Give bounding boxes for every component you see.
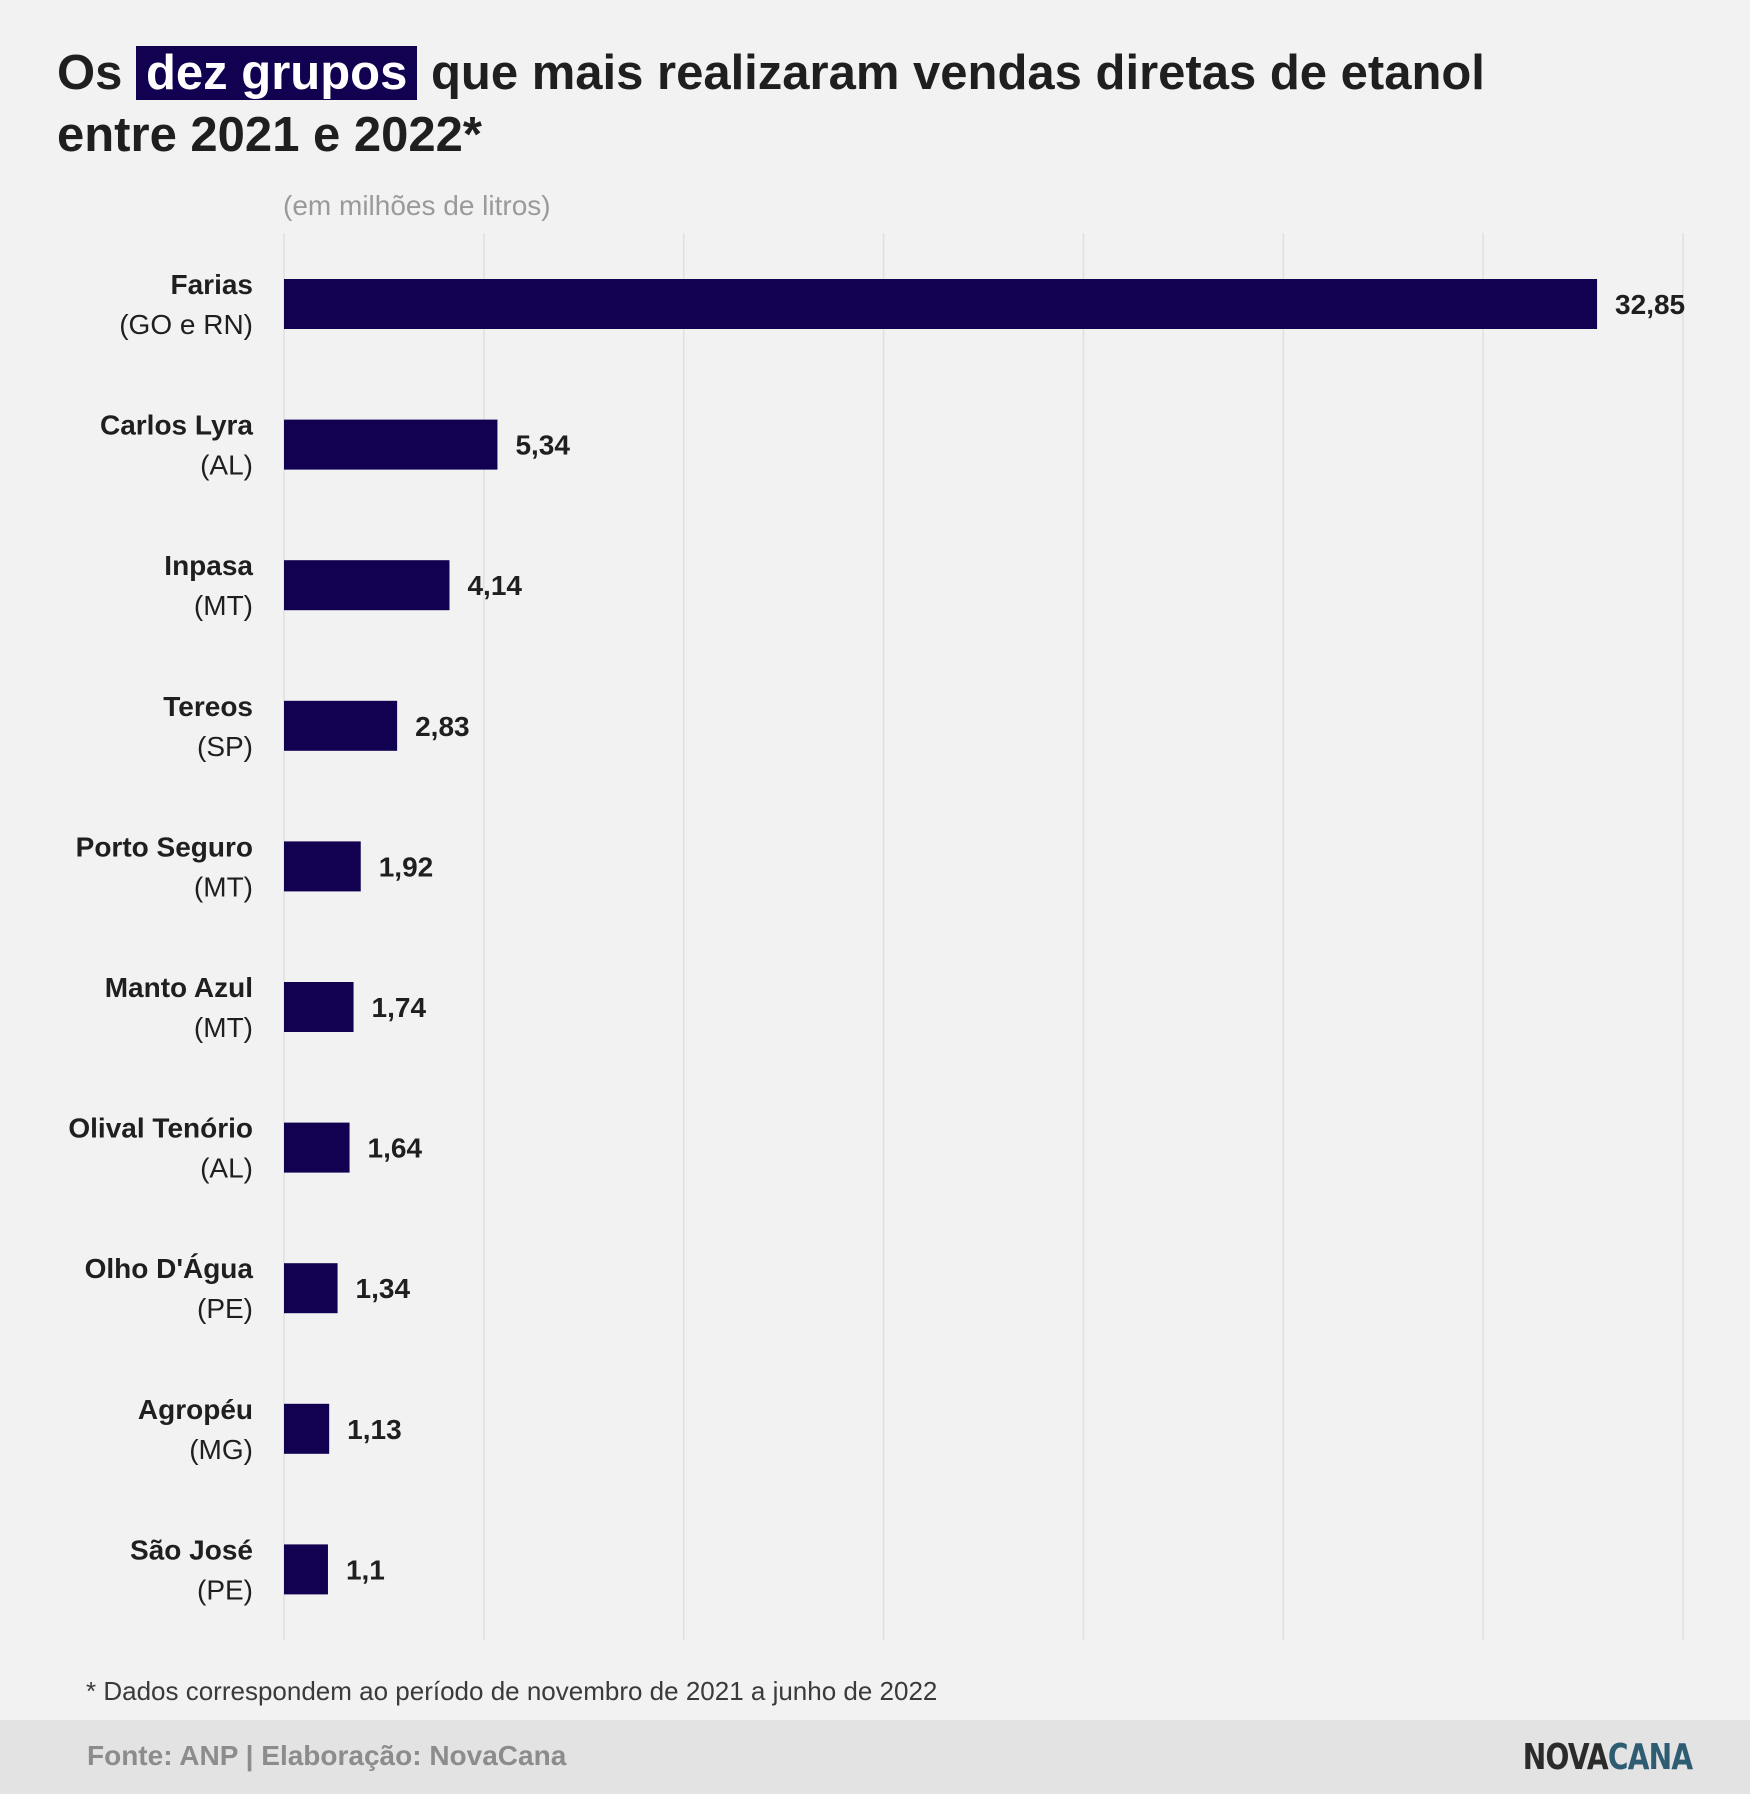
bar [284,841,361,892]
value-label: 1,13 [347,1414,402,1445]
category-region-label: (SP) [197,731,253,762]
category-label: Farias [171,269,254,300]
category-region-label: (AL) [200,450,253,481]
category-label: Inpasa [164,550,253,581]
category-region-label: (MT) [194,871,253,902]
bar [284,279,1598,329]
bar [284,560,450,611]
chart-unit-label: (em milhões de litros) [283,190,551,221]
value-label: 4,14 [467,570,522,601]
source-credit: Fonte: ANP | Elaboração: NovaCana [87,1740,567,1771]
category-label: São José [130,1534,253,1565]
bar [284,1263,338,1314]
bar [284,700,398,751]
category-label: Carlos Lyra [100,410,253,441]
category-region-label: (AL) [200,1153,253,1184]
value-label: 32,85 [1615,289,1685,320]
bar-chart: 32,85 Farias (GO e RN) 5,34 Carlos Lyra (AL) 4… [68,233,1685,1640]
bar [284,1403,330,1454]
category-label: Manto Azul [105,972,253,1003]
value-label: 1,1 [346,1554,385,1585]
category-label: Porto Seguro [76,831,253,862]
bar [284,1122,350,1173]
bar [284,982,354,1032]
bar [284,1544,328,1595]
footer: Fonte: ANP | Elaboração: NovaCana NOVACA… [0,1720,1750,1794]
value-label: 1,64 [368,1133,423,1164]
value-label: 5,34 [515,430,570,461]
title-after: que mais realizaram vendas diretas de et… [430,46,1485,100]
chart-title: Os dez grupos que mais realizaram vendas… [57,42,1657,166]
value-label: 1,92 [379,851,434,882]
title-highlight: dez grupos [136,46,418,100]
category-label: Olho D'Água [85,1253,254,1284]
category-label: Tereos [163,691,253,722]
logo-part-cana: CANA [1607,1737,1693,1778]
bar [284,419,498,470]
footnote: * Dados correspondem ao período de novem… [86,1676,938,1706]
title-line2: entre 2021 e 2022* [57,108,482,162]
novacana-logo: NOVACANA [1522,1737,1692,1778]
category-region-label: (PE) [197,1293,253,1324]
category-label: Olival Tenório [68,1113,253,1144]
category-region-label: (MT) [194,1012,253,1043]
category-region-label: (PE) [197,1574,253,1605]
value-label: 1,74 [372,992,427,1023]
title-before: Os [57,46,123,100]
logo-part-nova: NOVA [1522,1737,1608,1778]
value-label: 1,34 [356,1273,411,1304]
category-region-label: (MT) [194,590,253,621]
value-label: 2,83 [415,711,470,742]
category-region-label: (GO e RN) [119,309,253,340]
category-region-label: (MG) [189,1434,253,1465]
category-label: Agropéu [138,1394,253,1425]
